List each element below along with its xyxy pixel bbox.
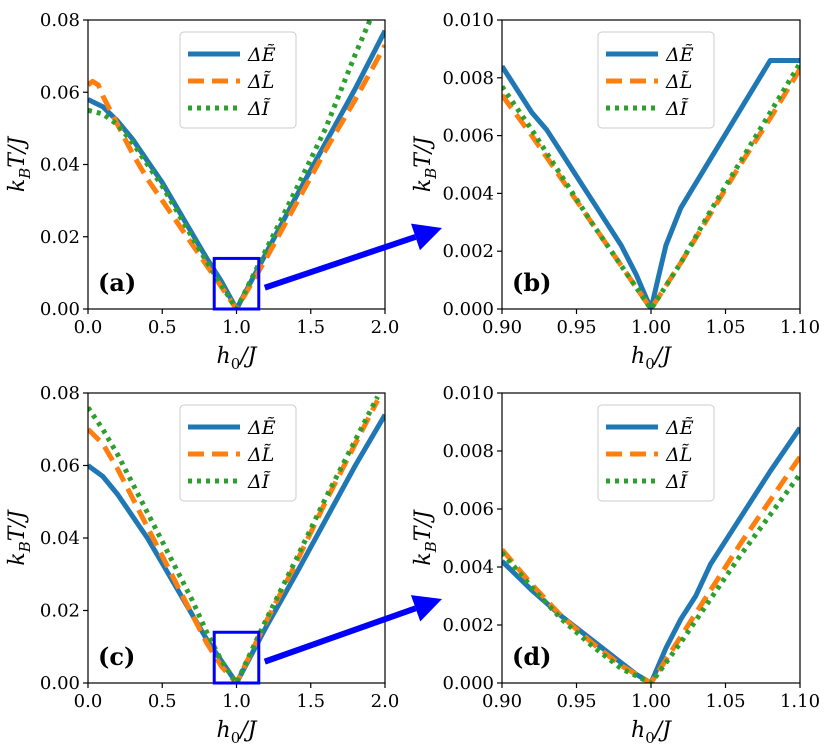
zoom-box bbox=[212, 630, 261, 685]
x-tick-label: 1.00 bbox=[631, 691, 671, 712]
y-tick-label: 0.06 bbox=[40, 82, 80, 103]
x-tick-label: 0.90 bbox=[482, 691, 522, 712]
legend-label-I: ΔĨ bbox=[247, 471, 271, 493]
y-tick-label: 0.00 bbox=[40, 673, 80, 694]
y-tick-label: 0.06 bbox=[40, 456, 80, 477]
y-tick-label: 0.000 bbox=[442, 299, 494, 320]
y-axis-label: kBT/J bbox=[5, 136, 34, 192]
series-line-E bbox=[502, 58, 800, 309]
x-tick-label: 1.05 bbox=[705, 317, 745, 338]
legend-label-L: ΔL̃ bbox=[247, 71, 274, 93]
x-tick-label: 2.0 bbox=[371, 691, 400, 712]
x-tick-label: 1.0 bbox=[222, 691, 251, 712]
x-tick-label: 1.0 bbox=[222, 317, 251, 338]
legend: ΔẼ ΔL̃ ΔĨ bbox=[597, 31, 715, 129]
y-tick-label: 0.004 bbox=[442, 557, 494, 578]
x-axis-label: h0/J bbox=[631, 718, 672, 747]
legend-label-L: ΔL̃ bbox=[247, 444, 274, 466]
x-axis-label: h0/J bbox=[217, 718, 258, 747]
x-tick-label: 0.0 bbox=[74, 317, 103, 338]
series-line-I bbox=[88, 20, 373, 309]
y-tick-label: 0.008 bbox=[442, 68, 494, 89]
y-tick-label: 0.006 bbox=[442, 126, 494, 147]
y-tick-label: 0.00 bbox=[40, 299, 80, 320]
x-tick-label: 0.95 bbox=[556, 691, 596, 712]
panel-label: (b) bbox=[512, 268, 552, 297]
y-tick-label: 0.04 bbox=[40, 528, 80, 549]
y-tick-label: 0.002 bbox=[442, 241, 494, 262]
y-axis-label: kBT/J bbox=[411, 136, 440, 192]
legend-label-E: ΔẼ bbox=[247, 417, 276, 439]
y-tick-label: 0.010 bbox=[442, 383, 494, 404]
x-tick-label: 1.10 bbox=[780, 691, 820, 712]
y-tick-label: 0.000 bbox=[442, 673, 494, 694]
panel-c: 0.0 0.5 1.0 1.5 2.0 0.00 0.02 0.04 0.06 0.08 h0/J k… bbox=[5, 383, 399, 747]
legend-label-E: ΔẼ bbox=[665, 44, 694, 66]
x-tick-label: 0.95 bbox=[556, 317, 596, 338]
x-tick-label: 0.90 bbox=[482, 317, 522, 338]
zoom-box bbox=[212, 256, 261, 311]
y-tick-label: 0.02 bbox=[40, 227, 80, 248]
x-tick-label: 2.0 bbox=[371, 317, 400, 338]
y-tick-label: 0.008 bbox=[442, 441, 494, 462]
legend: ΔẼ ΔL̃ ΔĨ bbox=[597, 404, 715, 502]
legend-label-I: ΔĨ bbox=[247, 98, 271, 120]
y-tick-label: 0.004 bbox=[442, 183, 494, 204]
legend-label-I: ΔĨ bbox=[665, 98, 689, 120]
y-tick-label: 0.04 bbox=[40, 155, 80, 176]
panel-label: (d) bbox=[512, 642, 552, 671]
y-axis-label: kBT/J bbox=[5, 509, 34, 565]
panel-a: 0.0 0.5 1.0 1.5 2.0 0.00 0.02 0.04 0.06 0.08 h0/J k… bbox=[5, 10, 399, 373]
y-tick-label: 0.02 bbox=[40, 601, 80, 622]
legend-label-I: ΔĨ bbox=[665, 471, 689, 493]
panel-b: 0.90 0.95 1.00 1.05 1.10 0.000 0.002 0.004 0.006… bbox=[411, 10, 820, 373]
legend: ΔẼ ΔL̃ ΔĨ bbox=[179, 404, 297, 502]
series-line-L bbox=[88, 399, 380, 683]
series-line-I bbox=[502, 472, 800, 683]
legend-label-L: ΔL̃ bbox=[665, 71, 692, 93]
x-axis-label: h0/J bbox=[631, 344, 672, 373]
y-tick-label: 0.010 bbox=[442, 10, 494, 31]
x-tick-label: 0.5 bbox=[148, 691, 177, 712]
y-tick-label: 0.08 bbox=[40, 383, 80, 404]
y-tick-label: 0.08 bbox=[40, 10, 80, 31]
legend-label-L: ΔL̃ bbox=[665, 444, 692, 466]
x-tick-label: 0.0 bbox=[74, 691, 103, 712]
series-line-E bbox=[502, 426, 800, 683]
x-tick-label: 1.05 bbox=[705, 691, 745, 712]
legend-label-E: ΔẼ bbox=[665, 417, 694, 439]
zoom-arrow bbox=[263, 234, 417, 291]
series-line-I bbox=[88, 395, 380, 683]
y-axis-label: kBT/J bbox=[411, 509, 440, 565]
zoom-arrow-head bbox=[410, 223, 442, 251]
legend-label-E: ΔẼ bbox=[247, 44, 276, 66]
legend: ΔẼ ΔL̃ ΔĨ bbox=[179, 31, 297, 129]
x-tick-label: 1.5 bbox=[296, 317, 325, 338]
x-tick-label: 1.10 bbox=[780, 317, 820, 338]
x-axis-label: h0/J bbox=[217, 344, 258, 373]
panel-d: 0.90 0.95 1.00 1.05 1.10 0.000 0.002 0.004 0.006… bbox=[411, 383, 820, 747]
series-line-L bbox=[88, 44, 385, 309]
series-line-I bbox=[502, 62, 800, 309]
x-tick-label: 0.5 bbox=[148, 317, 177, 338]
y-tick-label: 0.002 bbox=[442, 615, 494, 636]
panel-label: (a) bbox=[98, 268, 136, 297]
panel-label: (c) bbox=[98, 642, 135, 671]
x-tick-label: 1.00 bbox=[631, 317, 671, 338]
y-tick-label: 0.006 bbox=[442, 499, 494, 520]
zoom-arrow-head bbox=[410, 595, 442, 622]
zoom-arrow bbox=[263, 605, 417, 665]
x-tick-label: 1.5 bbox=[296, 691, 325, 712]
